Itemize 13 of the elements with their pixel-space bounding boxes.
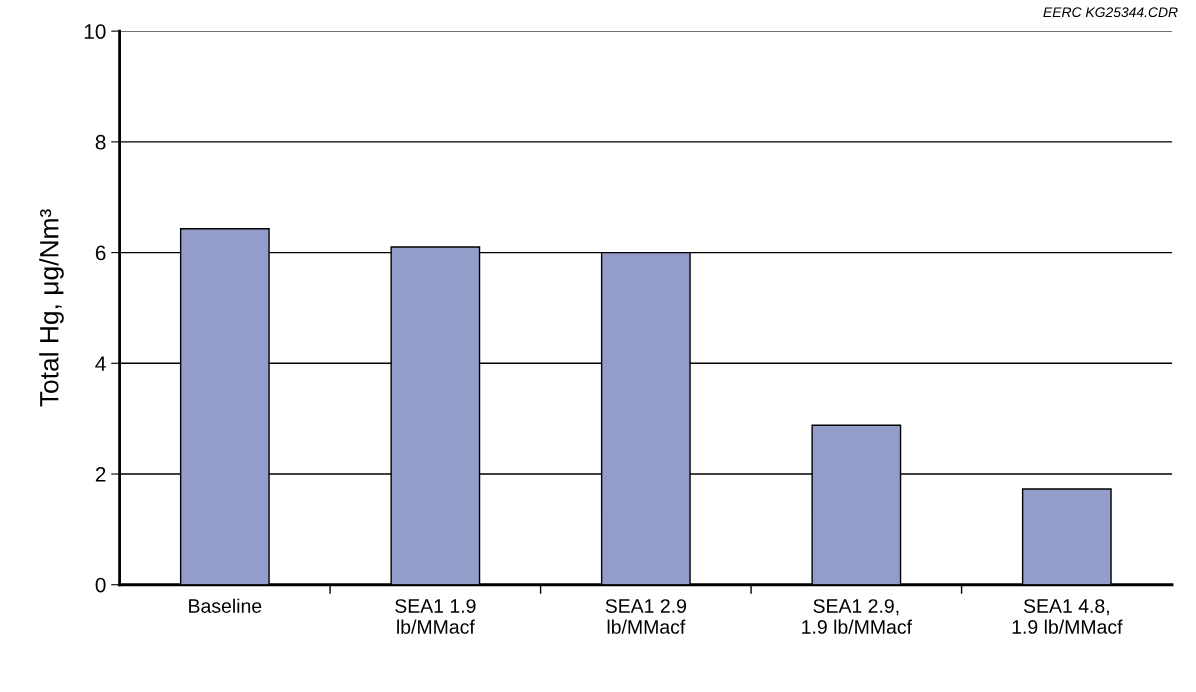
y-tick-label: 8 (95, 134, 106, 150)
y-tick-label: 4 (95, 356, 106, 371)
y-axis-title: Total Hg, μg/Nm³ (39, 209, 64, 407)
text: EERC KG25344.CDR (1043, 7, 1178, 18)
x-tick-label: SEA1 2.9, 1.9 lb/MMacf (802, 599, 913, 634)
x-tick-label: SEA1 1.9 lb/MMacf (395, 599, 476, 634)
y-tick-label: 0 (95, 577, 106, 593)
x-tick-label: SEA1 2.9 lb/MMacf (605, 599, 686, 634)
x-tick-label: Baseline (189, 598, 262, 613)
y-tick-label: 6 (95, 245, 106, 261)
x-tick-label: SEA1 4.8, 1.9 lb/MMacf (1012, 599, 1123, 634)
y-tick-label: 2 (95, 467, 106, 482)
y-tick-label: 10 (84, 24, 106, 39)
